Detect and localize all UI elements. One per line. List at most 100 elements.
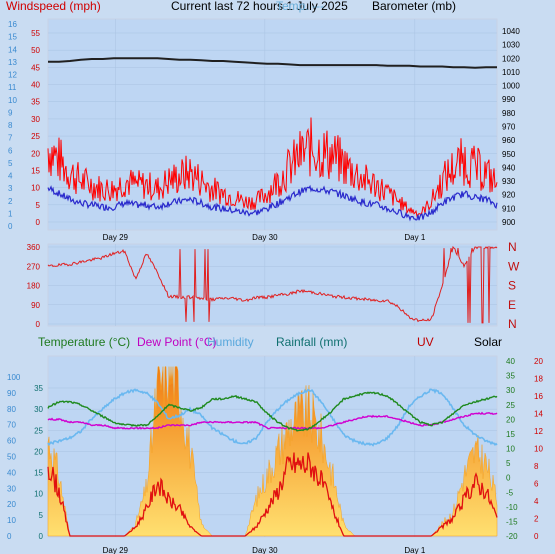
- temperature-tick-label: 5: [506, 459, 511, 468]
- barometer-tick-label: 1000: [502, 82, 520, 91]
- mph-tick-label: 55: [31, 29, 40, 38]
- humidity-tick-label: 30: [7, 484, 16, 493]
- beaufort-tick-label: 15: [8, 33, 17, 42]
- barometer-tick-label: 990: [502, 95, 516, 104]
- temperature-tick-label: 20: [506, 415, 515, 424]
- barometer-tick-label: 930: [502, 177, 516, 186]
- mph-tick-label: 50: [31, 46, 40, 55]
- barometer-tick-label: 920: [502, 191, 516, 200]
- uv-tick-label: 16: [534, 392, 543, 401]
- temperature-legend: Temperature (°C): [38, 335, 130, 349]
- mph-tick-label: 15: [31, 166, 40, 175]
- humidity-tick-label: 90: [7, 389, 16, 398]
- x-tick-label: Day 29: [103, 233, 129, 242]
- barometer-tick-label: 940: [502, 163, 516, 172]
- rainfall-tick-label: 35: [34, 384, 43, 393]
- dewpoint-legend: Dew Point (°C): [137, 335, 216, 349]
- beaufort-tick-label: 4: [8, 172, 13, 181]
- humidity-legend: Humidity: [207, 335, 254, 349]
- temperature-tick-label: 40: [506, 357, 515, 366]
- x-tick-label: Day 30: [252, 233, 278, 242]
- beaufort-tick-label: 1: [8, 209, 13, 218]
- compass-tick-label: N: [508, 317, 517, 331]
- mph-tick-label: 40: [31, 81, 40, 90]
- rainfall-tick-label: 30: [34, 405, 43, 414]
- x-tick-label: Day 29: [103, 546, 129, 554]
- humidity-tick-label: 40: [7, 468, 16, 477]
- beaufort-tick-label: 14: [8, 45, 17, 54]
- mph-tick-label: 25: [31, 132, 40, 141]
- solar-legend: Solar: [474, 335, 502, 349]
- mph-tick-label: 20: [31, 149, 40, 158]
- uv-line: [47, 452, 498, 537]
- temperature-tick-label: -15: [506, 517, 518, 526]
- x-tick-label: Day 30: [252, 546, 278, 554]
- uv-legend: UV: [417, 335, 434, 349]
- humidity-tick-label: 20: [7, 500, 16, 509]
- humidity-line: [47, 388, 498, 447]
- barometer-tick-label: 900: [502, 218, 516, 227]
- rainfall-tick-label: 0: [39, 532, 44, 541]
- uv-tick-label: 12: [534, 427, 543, 436]
- compass-tick-label: E: [508, 298, 516, 312]
- mph-tick-label: 0: [36, 218, 41, 227]
- wind-average-line: [47, 184, 498, 222]
- beaufort-tick-label: 13: [8, 58, 17, 67]
- temperature-line: [47, 391, 498, 432]
- rainfall-tick-label: 20: [34, 447, 43, 456]
- x-tick-label: Day 1: [404, 233, 425, 242]
- uv-tick-label: 8: [534, 462, 539, 471]
- barometer-tick-label: 1030: [502, 41, 520, 50]
- barometer-tick-label: 1010: [502, 68, 520, 77]
- wind-direction-line: [47, 245, 498, 324]
- humidity-tick-label: 80: [7, 405, 16, 414]
- barometer-tick-label: 950: [502, 150, 516, 159]
- barometer-tick-label: 960: [502, 136, 516, 145]
- uv-tick-label: 18: [534, 375, 543, 384]
- beaufort-tick-label: 9: [8, 108, 13, 117]
- beaufort-tick-label: 16: [8, 20, 17, 29]
- uv-tick-label: 2: [534, 515, 539, 524]
- barometer-line: [48, 57, 497, 69]
- barometer-tick-label: 980: [502, 109, 516, 118]
- temp-legend-label: Temp. ---: [276, 0, 324, 13]
- beaufort-tick-label: 7: [8, 134, 13, 143]
- humidity-tick-label: 100: [7, 373, 21, 382]
- humidity-tick-label: 10: [7, 516, 16, 525]
- humidity-tick-label: 60: [7, 437, 16, 446]
- barometer-tick-label: 1020: [502, 54, 520, 63]
- beaufort-tick-label: 10: [8, 96, 17, 105]
- barometer-tick-label: 910: [502, 204, 516, 213]
- temperature-tick-label: -20: [506, 532, 518, 541]
- wind-gust-line: [47, 117, 498, 218]
- beaufort-tick-label: 5: [8, 159, 13, 168]
- mph-tick-label: 45: [31, 63, 40, 72]
- temperature-tick-label: 10: [506, 445, 515, 454]
- uv-tick-label: 6: [534, 480, 539, 489]
- uv-tick-label: 4: [534, 497, 539, 506]
- direction-plot-area: [47, 243, 498, 327]
- x-tick-label: Day 1: [404, 546, 425, 554]
- compass-tick-label: W: [508, 259, 520, 273]
- mph-tick-label: 10: [31, 184, 40, 193]
- uv-tick-label: 0: [534, 532, 539, 541]
- beaufort-tick-label: 2: [8, 197, 13, 206]
- windspeed-axis-label: Windspeed (mph): [6, 0, 101, 13]
- rainfall-tick-label: 25: [34, 426, 43, 435]
- degree-tick-label: 270: [27, 262, 41, 271]
- temperature-tick-label: 25: [506, 401, 515, 410]
- temperature-tick-label: 35: [506, 372, 515, 381]
- rainfall-tick-label: 5: [39, 511, 44, 520]
- degree-tick-label: 360: [27, 243, 41, 252]
- beaufort-tick-label: 6: [8, 146, 13, 155]
- mph-tick-label: 30: [31, 115, 40, 124]
- beaufort-tick-label: 3: [8, 184, 13, 193]
- chart-title: Current last 72 hours 1 July 2025: [171, 0, 348, 13]
- temperature-tick-label: 30: [506, 386, 515, 395]
- humidity-tick-label: 70: [7, 421, 16, 430]
- temperature-tick-label: -5: [506, 488, 514, 497]
- dewpoint-line: [47, 411, 498, 430]
- compass-tick-label: S: [508, 279, 516, 293]
- beaufort-tick-label: 0: [8, 222, 13, 231]
